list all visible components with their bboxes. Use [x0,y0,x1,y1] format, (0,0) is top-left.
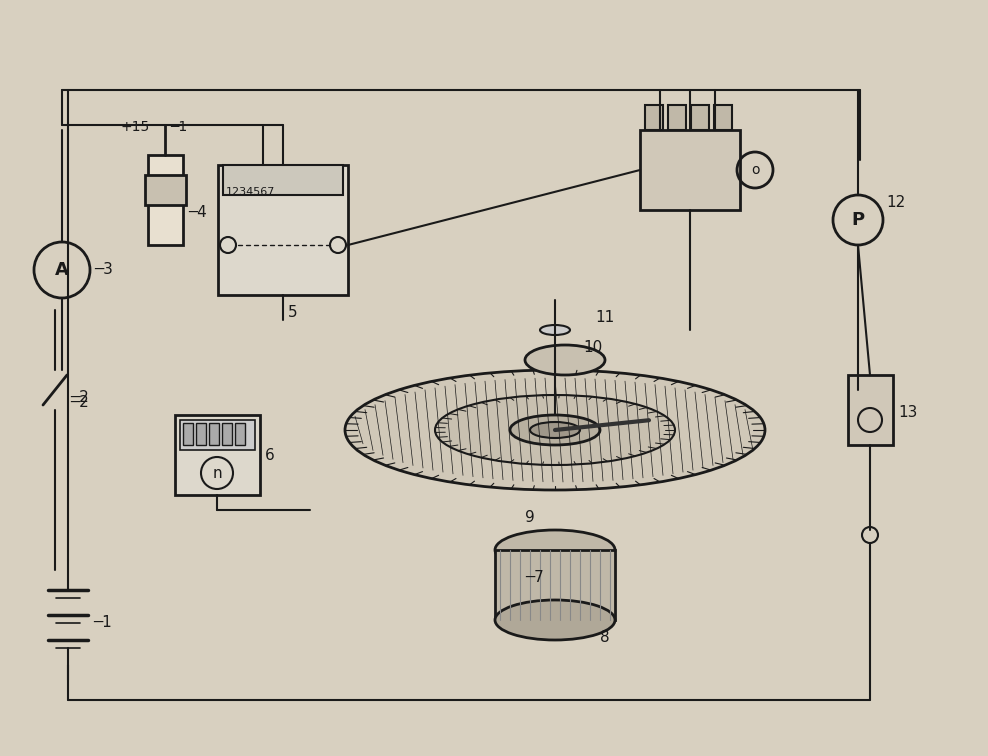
Bar [691,105,709,130]
Bar [196,423,206,445]
Ellipse shape [435,395,675,465]
Text: 6: 6 [265,448,275,463]
Bar [183,423,193,445]
Bar [640,130,740,210]
Text: 10: 10 [583,340,603,355]
Bar [235,423,245,445]
Text: 5: 5 [288,305,297,320]
Text: 8: 8 [600,630,610,645]
Bar [645,105,663,130]
Ellipse shape [495,530,615,570]
Ellipse shape [495,600,615,640]
Bar [148,155,183,245]
Bar [495,550,615,620]
Bar [668,105,686,130]
Text: ─7: ─7 [525,570,543,585]
Text: 12: 12 [886,195,905,210]
Bar [175,415,260,495]
Text: 1234567: 1234567 [226,187,276,197]
Bar [180,420,255,450]
Bar [714,105,732,130]
Text: ─1: ─1 [170,120,188,134]
Ellipse shape [530,422,580,438]
Text: ─3: ─3 [94,262,113,277]
Text: 11: 11 [595,310,615,325]
Text: ─2: ─2 [70,395,89,410]
Text: ─4: ─4 [188,205,206,220]
Text: ─2: ─2 [70,390,89,405]
Text: n: n [212,466,222,481]
Bar [223,165,343,195]
Bar [145,175,186,205]
Bar [222,423,232,445]
Text: A: A [55,261,69,279]
Text: +15: +15 [120,120,149,134]
Bar [848,375,893,445]
Text: P: P [852,211,864,229]
Text: ─1: ─1 [93,615,112,630]
Ellipse shape [510,415,600,445]
Text: 9: 9 [525,510,535,525]
Ellipse shape [540,325,570,335]
Text: o: o [751,163,759,177]
Ellipse shape [345,370,765,490]
Text: 13: 13 [898,405,918,420]
Bar [218,165,348,295]
Ellipse shape [525,345,605,375]
Bar [209,423,219,445]
